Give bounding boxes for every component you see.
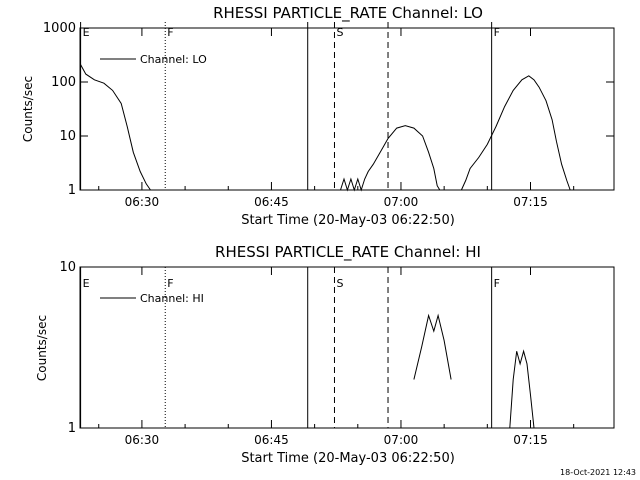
- axis-ticks: 06:30 06:45 07:00 07:15 1 10: [59, 260, 614, 447]
- legend: Channel: HI: [100, 292, 204, 305]
- event-marker-label: E: [83, 277, 90, 290]
- y-tick-label: 10: [59, 260, 76, 275]
- x-tick-label: 07:00: [384, 195, 419, 209]
- x-tick-label: 07:00: [384, 433, 419, 447]
- panel-lo: RHESSI PARTICLE_RATE Channel: LO EFSFE 0…: [21, 4, 615, 228]
- event-markers: EFSFE: [80, 267, 500, 428]
- y-axis-label: Counts/sec: [21, 76, 35, 142]
- event-marker-label: S: [336, 26, 343, 39]
- legend: Channel: LO: [100, 53, 207, 66]
- panel-title: RHESSI PARTICLE_RATE Channel: LO: [213, 4, 483, 23]
- legend-label: Channel: HI: [140, 292, 204, 305]
- x-tick-label: 06:30: [125, 195, 160, 209]
- y-tick-label: 1: [68, 421, 76, 436]
- event-markers: EFSFE: [80, 22, 500, 190]
- footer-timestamp: 18-Oct-2021 12:43: [560, 468, 636, 477]
- event-marker-label: F: [167, 26, 173, 39]
- event-marker-label: F: [494, 26, 500, 39]
- series-line-channel-hi: [413, 313, 615, 429]
- y-tick-label: 100: [51, 75, 76, 90]
- x-tick-label: 06:45: [254, 433, 289, 447]
- x-tick-label: 07:15: [513, 195, 548, 209]
- x-axis-label: Start Time (20-May-03 06:22:50): [241, 451, 455, 466]
- event-marker-label: S: [336, 277, 343, 290]
- event-marker-label: E: [83, 26, 90, 39]
- series-line-channel-lo: [80, 64, 615, 192]
- y-tick-label: 1000: [43, 21, 76, 36]
- y-tick-label: 10: [59, 129, 76, 144]
- event-marker-label: F: [494, 277, 500, 290]
- panel-title: RHESSI PARTICLE_RATE Channel: HI: [215, 243, 481, 262]
- panel-hi: RHESSI PARTICLE_RATE Channel: HI EFSFE 0…: [35, 243, 615, 466]
- x-tick-label: 07:15: [513, 433, 548, 447]
- x-axis-label: Start Time (20-May-03 06:22:50): [241, 213, 455, 228]
- legend-label: Channel: LO: [140, 53, 207, 66]
- x-tick-label: 06:30: [125, 433, 160, 447]
- y-axis-label: Counts/sec: [35, 315, 49, 381]
- x-tick-label: 06:45: [254, 195, 289, 209]
- y-tick-label: 1: [68, 183, 76, 198]
- axis-ticks: 06:30 06:45 07:00 07:15 1 10 100 1000: [43, 21, 614, 209]
- event-marker-label: F: [167, 277, 173, 290]
